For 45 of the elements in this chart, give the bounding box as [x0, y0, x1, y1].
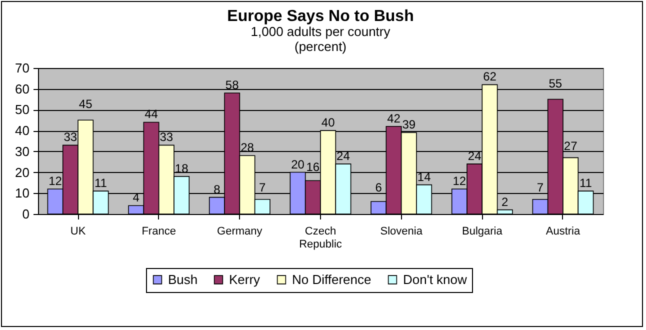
x-tick-label: UK — [70, 226, 86, 238]
legend-label: Don't know — [403, 272, 468, 287]
data-label: 39 — [402, 118, 416, 132]
x-tick-label: Germany — [217, 226, 263, 238]
data-label: 11 — [579, 176, 592, 190]
y-tick-label: 70 — [15, 60, 30, 76]
legend-label: No Difference — [292, 272, 372, 287]
data-label: 42 — [387, 111, 401, 126]
data-label: 33 — [160, 130, 174, 144]
data-label: 33 — [64, 130, 78, 144]
data-label: 24 — [468, 148, 482, 163]
y-tick-label: 10 — [15, 186, 30, 201]
data-label: 58 — [225, 78, 240, 92]
x-tick-label: Czech Republic — [299, 226, 342, 250]
data-label: 6 — [375, 180, 382, 195]
data-label: 4 — [132, 190, 140, 205]
data-label: 2 — [502, 194, 509, 209]
data-label: 20 — [291, 157, 305, 172]
y-tick-label: 40 — [15, 123, 30, 138]
x-tick-label: France — [142, 226, 176, 238]
chart-subtitle: 1,000 adults per country (percent) — [250, 24, 391, 54]
data-label: 27 — [564, 138, 578, 153]
legend-label: Kerry — [229, 272, 261, 287]
data-label: 11 — [94, 176, 108, 190]
x-tick-label: Slovenia — [380, 226, 424, 238]
data-label: 7 — [536, 180, 544, 195]
data-label: 16 — [306, 160, 320, 174]
data-label: 40 — [321, 116, 336, 130]
y-tick-label: 30 — [15, 144, 30, 159]
chart-title: Europe Says No to Bush — [227, 8, 414, 25]
data-label: 24 — [336, 148, 350, 163]
legend-label: Bush — [168, 272, 198, 287]
y-tick-label: 20 — [15, 164, 30, 180]
x-tick-label: Austria — [546, 226, 581, 238]
data-label: 12 — [48, 174, 62, 188]
y-tick-label: 60 — [15, 81, 30, 96]
data-label: 55 — [548, 76, 562, 90]
y-tick-label: 50 — [15, 102, 30, 118]
data-label: 7 — [259, 180, 266, 195]
data-label: 12 — [452, 174, 466, 188]
x-tick-label: Bulgaria — [462, 226, 504, 238]
data-label: 45 — [78, 97, 93, 112]
data-label: 14 — [417, 170, 432, 184]
y-tick-label: 0 — [22, 206, 30, 222]
data-label: 62 — [483, 70, 497, 84]
